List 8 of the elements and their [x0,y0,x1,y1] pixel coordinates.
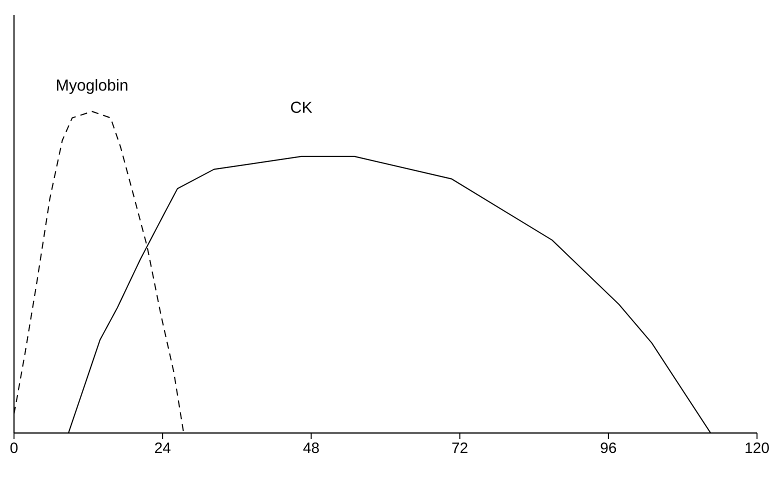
x-tick-label: 96 [600,442,616,454]
x-tick-label: 24 [155,442,170,453]
x-tick-label: 0 [10,442,18,454]
text: CK [291,102,312,113]
x-tick-label: 72 [452,442,468,453]
x-tick-label: 48 [303,442,319,454]
series-label: Myoglobin [57,79,128,94]
x-tick-label: 120 [746,442,769,454]
